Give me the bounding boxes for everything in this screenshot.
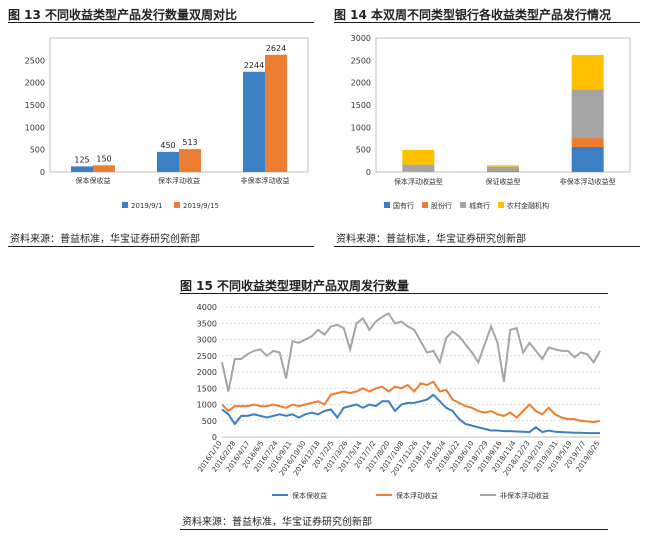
chart15-y-tick-label: 4000 bbox=[197, 303, 217, 312]
chart14-y-tick-label: 500 bbox=[356, 146, 371, 155]
figure-14-source: 资料来源：普益标准，华宝证券研究创新部 bbox=[336, 234, 526, 245]
chart15-legend-label: 保本浮动收益 bbox=[396, 491, 438, 500]
chart13-y-tick-label: 2500 bbox=[25, 56, 45, 65]
chart15-y-tick-label: 0 bbox=[212, 433, 217, 442]
chart14-legend-swatch bbox=[460, 202, 466, 208]
chart14-legend-label: 国有行 bbox=[393, 201, 414, 210]
figure-13-source: 资料来源：普益标准，华宝证券研究创新部 bbox=[10, 234, 200, 245]
figure-13-source-rule bbox=[8, 246, 314, 247]
chart15-y-tick-label: 2000 bbox=[197, 368, 217, 377]
chart13-data-label: 2624 bbox=[266, 44, 286, 53]
chart13-data-label: 2244 bbox=[244, 61, 264, 70]
chart15-y-tick-label: 500 bbox=[202, 417, 217, 426]
figure-15-source-rule bbox=[180, 529, 608, 530]
chart15-legend-label: 保本保收益 bbox=[292, 491, 327, 500]
figure-15-title-rule bbox=[180, 293, 608, 294]
figure-15-source: 资料来源：普益标准，华宝证券研究创新部 bbox=[182, 517, 372, 528]
chart14-y-tick-label: 2500 bbox=[351, 56, 371, 65]
chart13-data-label: 513 bbox=[182, 138, 197, 147]
chart15-y-tick-label: 2500 bbox=[197, 352, 217, 361]
chart14-y-tick-label: 2000 bbox=[351, 79, 371, 88]
chart14-legend-swatch bbox=[422, 202, 428, 208]
chart14-y-tick-label: 0 bbox=[366, 168, 371, 177]
chart13-bar bbox=[265, 54, 287, 173]
chart14-category-label: 非保本浮动收益型 bbox=[560, 177, 616, 186]
chart14-bar-segment bbox=[402, 149, 435, 165]
chart14-y-tick-label: 3000 bbox=[351, 34, 371, 43]
figure-13-title-rule bbox=[8, 22, 314, 23]
chart14-bar-segment bbox=[487, 165, 519, 167]
chart15-y-tick-label: 3500 bbox=[197, 319, 217, 328]
chart14-category-label: 保本浮动收益型 bbox=[394, 177, 443, 186]
chart13-y-tick-label: 0 bbox=[40, 168, 45, 177]
chart13-bar bbox=[243, 71, 265, 172]
chart15-legend-label: 非保本浮动收益 bbox=[500, 491, 549, 500]
chart14-bar-segment bbox=[571, 146, 604, 172]
chart13-legend-label: 2019/9/15 bbox=[183, 202, 219, 210]
chart13-legend-swatch bbox=[174, 202, 180, 208]
chart13-y-tick-label: 1500 bbox=[25, 101, 45, 110]
figure-14-title-rule bbox=[334, 22, 640, 23]
chart14-legend-label: 城商行 bbox=[469, 201, 490, 210]
chart14-y-tick-label: 1000 bbox=[351, 123, 371, 132]
chart13-legend-swatch bbox=[122, 202, 128, 208]
chart13-data-label: 150 bbox=[96, 154, 111, 163]
chart13-category-label: 非保本浮动收益 bbox=[241, 176, 290, 185]
chart15-y-tick-label: 3000 bbox=[197, 336, 217, 345]
chart13-category-label: 保本浮动收益 bbox=[158, 176, 200, 185]
chart13-data-label: 125 bbox=[74, 155, 89, 164]
chart14-category-label: 保证收益型 bbox=[486, 177, 521, 186]
chart14-bar-segment bbox=[571, 54, 604, 90]
chart13-bar bbox=[93, 165, 115, 172]
chart14-legend-swatch bbox=[384, 202, 390, 208]
chart15-series-line bbox=[221, 380, 601, 424]
chart14-legend-label: 农村金融机构 bbox=[507, 201, 549, 210]
chart15-y-tick-label: 1500 bbox=[197, 384, 217, 393]
chart14-bar-segment bbox=[402, 164, 435, 172]
chart14-bar-segment bbox=[487, 166, 519, 172]
chart13-bar bbox=[157, 151, 179, 172]
figure-14-source-rule bbox=[334, 246, 640, 247]
chart14-legend-label: 股份行 bbox=[431, 201, 452, 210]
chart13-legend-label: 2019/9/1 bbox=[131, 202, 162, 210]
chart15-series-line bbox=[221, 312, 601, 392]
figure-13-title: 图 13 不同收益类型产品发行数量双周对比 bbox=[8, 8, 238, 22]
chart13-category-label: 保本保收益 bbox=[76, 176, 111, 185]
chart13-data-label: 450 bbox=[160, 141, 175, 150]
chart15-y-tick-label: 1000 bbox=[197, 401, 217, 410]
chart14-y-tick-label: 1500 bbox=[351, 101, 371, 110]
chart13-bar bbox=[179, 149, 201, 172]
chart14-bar-segment bbox=[571, 138, 604, 147]
chart13-y-tick-label: 500 bbox=[30, 146, 45, 155]
figure-15-title: 图 15 不同收益类型理财产品双周发行数量 bbox=[180, 279, 410, 293]
chart15-series-line bbox=[221, 393, 600, 435]
chart13-y-tick-label: 1000 bbox=[25, 123, 45, 132]
chart13-y-tick-label: 2000 bbox=[25, 79, 45, 88]
figure-14-title: 图 14 本双周不同类型银行各收益类型产品发行情况 bbox=[334, 8, 612, 22]
chart14-legend-swatch bbox=[498, 202, 504, 208]
chart14-bar-segment bbox=[571, 89, 604, 139]
chart13-bar bbox=[71, 166, 93, 172]
